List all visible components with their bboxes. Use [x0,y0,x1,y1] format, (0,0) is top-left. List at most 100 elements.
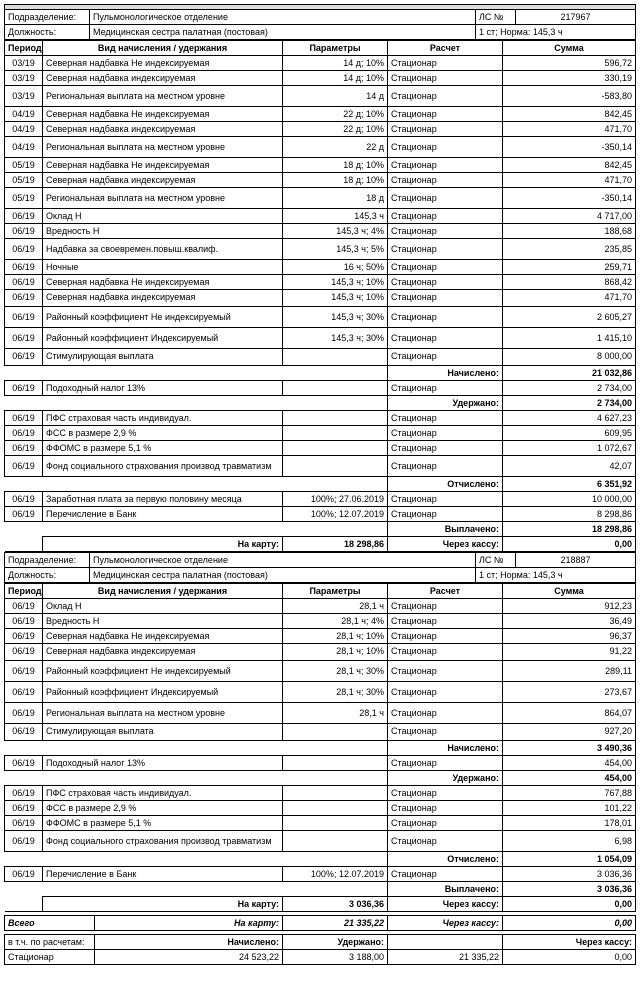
cell-calc: Стационар [388,492,503,507]
cell-period: 05/19 [5,173,43,188]
deducted: 1 054,09 [503,852,636,867]
cell-name: Региональная выплата на местном уровне [43,188,283,209]
cell-calc: Стационар [388,411,503,426]
cell-sum: 188,68 [503,224,636,239]
dept-label: Подразделение: [5,553,90,568]
table-row: 06/19Заработная плата за первую половину… [5,492,636,507]
cell-period: 06/19 [5,867,43,882]
cell-sum: -583,80 [503,86,636,107]
cell-period: 06/19 [5,224,43,239]
cell-sum: 2 605,27 [503,307,636,328]
cash: 0,00 [503,897,636,912]
t-cash: 0,00 [503,950,636,965]
withheld-label: Удержано: [388,771,503,786]
cell-name: Стимулирующая выплата [43,349,283,366]
deducted-label: Отчислено: [388,477,503,492]
cell-period: 06/19 [5,456,43,477]
t-net: 21 335,22 [388,950,503,965]
cell-period: 05/19 [5,188,43,209]
cell-calc: Стационар [388,290,503,307]
cell-param: 145,3 ч; 30% [283,328,388,349]
table-row: 06/19Северная надбавка индексируемая28,1… [5,644,636,661]
hdr-cash: Через кассу: [503,935,636,950]
cell-param: 22 д; 10% [283,107,388,122]
cell-calc: Стационар [388,349,503,366]
cell-period: 06/19 [5,328,43,349]
cell-sum: 1 415,10 [503,328,636,349]
cell-name: Вредность Н [43,224,283,239]
cell-period: 06/19 [5,492,43,507]
cell-calc: Стационар [388,122,503,137]
job-label: Должность: [5,568,90,583]
cell-period: 06/19 [5,682,43,703]
withheld-label: Удержано: [388,396,503,411]
cell-period: 04/19 [5,137,43,158]
ls-label: ЛС № [476,10,516,25]
cell-param: 100%; 12.07.2019 [283,507,388,522]
cell-calc: Стационар [388,703,503,724]
table-row: 06/19Оклад Н145,3 чСтационар4 717,00 [5,209,636,224]
cell-calc: Стационар [388,724,503,741]
table-row: 05/19Региональная выплата на местном уро… [5,188,636,209]
dept: Пульмонологическое отделение [90,10,476,25]
cell-name: ПФС страховая часть индивидуал. [43,411,283,426]
cell-sum: 454,00 [503,756,636,771]
cell-sum: 6,98 [503,831,636,852]
cell-sum: 10 000,00 [503,492,636,507]
card: 21 335,22 [283,916,388,931]
table-row: 06/19Вредность Н145,3 ч; 4%Стационар188,… [5,224,636,239]
cell-calc: Стационар [388,71,503,86]
cell-period: 06/19 [5,629,43,644]
table-row: 06/19Вредность Н28,1 ч; 4%Стационар36,49 [5,614,636,629]
job: Медицинская сестра палатная (постовая) [90,568,476,583]
cell-param: 28,1 ч [283,599,388,614]
cell-calc: Стационар [388,275,503,290]
cell-name: Северная надбавка индексируемая [43,290,283,307]
cell-sum: 8 298,86 [503,507,636,522]
table-row: 06/19ФСС в размере 2,9 %Стационар101,22 [5,801,636,816]
cash-label: Через кассу: [388,537,503,552]
cell-period: 06/19 [5,703,43,724]
cell-name: ФФОМС в размере 5,1 % [43,441,283,456]
cell-calc: Стационар [388,173,503,188]
cell-name: Региональная выплата на местном уровне [43,86,283,107]
cell-sum: 471,70 [503,173,636,188]
cell-param [283,349,388,366]
withheld: 2 734,00 [503,396,636,411]
section1-table: Период Вид начисления / удержания Параме… [4,40,636,552]
cell-param: 18 д [283,188,388,209]
cell-name: Северная надбавка индексируемая [43,71,283,86]
cell-param: 145,3 ч; 10% [283,290,388,307]
table-row: 06/19ПФС страховая часть индивидуал.Стац… [5,411,636,426]
cell-param [283,381,388,396]
table-row: 06/19Подоходный налог 13%Стационар454,00 [5,756,636,771]
cell-calc: Стационар [388,831,503,852]
cell-name: Районный коэффициент Не индексируемый [43,307,283,328]
card: 3 036,36 [283,897,388,912]
cell-calc: Стационар [388,239,503,260]
cell-sum: 178,01 [503,816,636,831]
cell-sum: -350,14 [503,137,636,158]
cell-sum: 842,45 [503,107,636,122]
section2-header: Подразделение: Пульмонологическое отделе… [4,552,636,583]
h-calc: Расчет [388,41,503,56]
cell-sum: 273,67 [503,682,636,703]
table-row: 04/19Северная надбавка индексируемая22 д… [5,122,636,137]
cell-sum: 4 717,00 [503,209,636,224]
cell-sum: 235,85 [503,239,636,260]
table-row: 06/19Ночные16 ч; 50%Стационар259,71 [5,260,636,275]
cell-param [283,816,388,831]
table-row: 06/19Стимулирующая выплатаСтационар927,2… [5,724,636,741]
accrued: 3 490,36 [503,741,636,756]
cell-sum: 42,07 [503,456,636,477]
cell-calc: Стационар [388,260,503,275]
cell-period: 06/19 [5,239,43,260]
cell-period: 04/19 [5,122,43,137]
cell-param [283,831,388,852]
cell-calc: Стационар [388,107,503,122]
cell-param: 14 д [283,86,388,107]
table-row: 06/19Районный коэффициент Не индексируем… [5,307,636,328]
total-label: Всего [5,916,95,931]
h-sum: Сумма [503,584,636,599]
cell-calc: Стационар [388,328,503,349]
